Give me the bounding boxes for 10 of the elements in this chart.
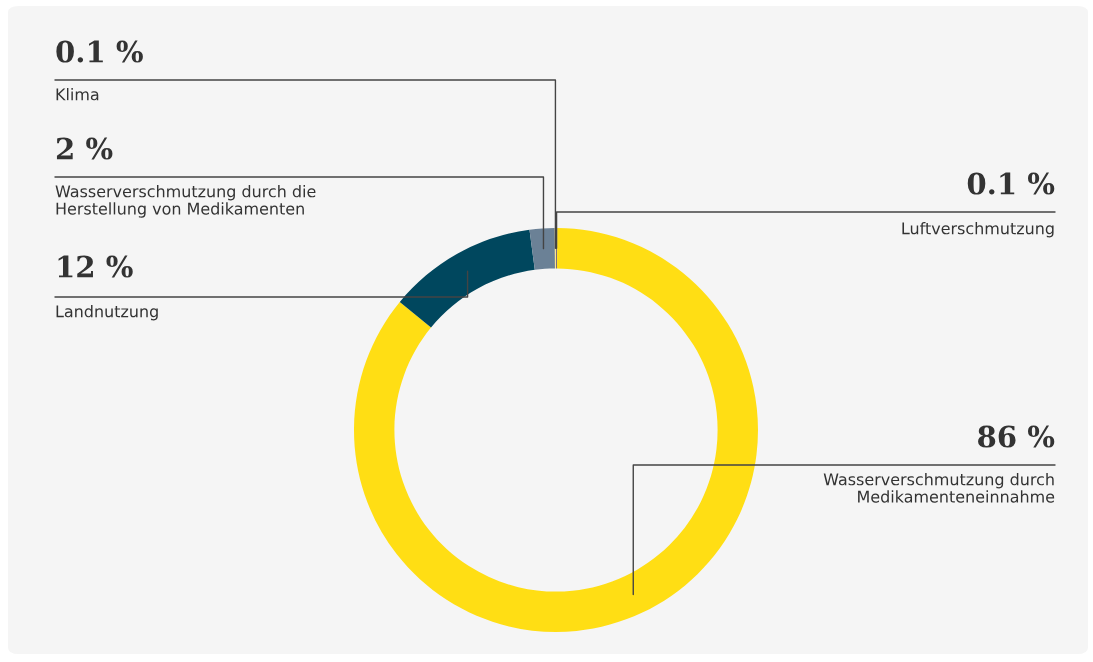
slice-label: Wasserverschmutzung durch die Herstellung von Medikamenten xyxy=(55,185,316,218)
slice-label: Wasserverschmutzung durch Medikamenteneinnahme xyxy=(823,473,1055,503)
data-label: 0.1 % xyxy=(56,40,143,63)
slice-label: Klima xyxy=(56,88,99,101)
slice-label: Luftverschmutzung xyxy=(902,222,1054,238)
data-label: 2 % xyxy=(56,137,113,160)
slice-label: Landnutzung xyxy=(56,305,158,321)
data-label: 86 % xyxy=(978,425,1055,448)
data-label: 0.1 % xyxy=(967,172,1055,195)
data-label: 12 % xyxy=(58,255,133,278)
